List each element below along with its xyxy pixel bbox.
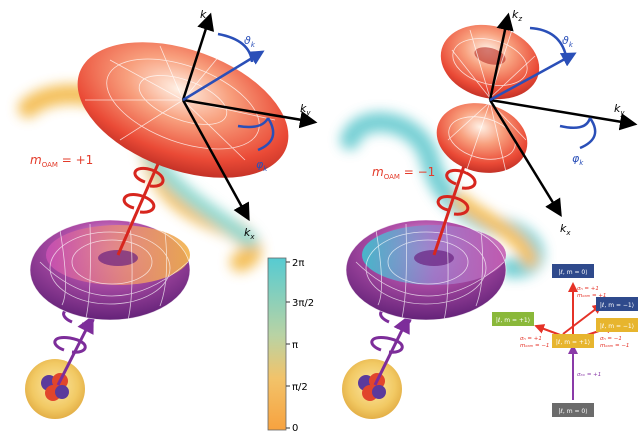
- right-panel: mOAM = −1: [340, 8, 638, 419]
- trans-up-sigma: σₙ = +1: [577, 286, 599, 292]
- level-top-label: |ℓ, m = 0⟩: [558, 269, 587, 276]
- right-phi-label: φk: [572, 152, 584, 167]
- left-red-photon: [116, 144, 168, 256]
- trans-left-sigma: σₙ = +1: [520, 336, 542, 342]
- left-purple-torus: [29, 219, 191, 321]
- trans-bottom-sigma: σₐₓ = +1: [577, 372, 601, 378]
- right-theta-label: ϑk: [562, 34, 574, 49]
- level-bottom-label: |ℓ, m = 0⟩: [558, 408, 587, 415]
- level-bottom-box: [552, 403, 594, 417]
- level-mid-left-label: |ℓ, m = +1⟩: [496, 317, 530, 324]
- trans-right-oam: mₒₐₘ = −1: [600, 343, 629, 349]
- trans-right-sigma: σₙ = −1: [600, 336, 622, 342]
- level-diagram: |ℓ, m = 0⟩ |ℓ, m = −1⟩ |ℓ, m = +1⟩ |ℓ, m…: [492, 264, 638, 417]
- phase-colorbar: 2π 3π/2 π π/2 0: [267, 257, 314, 432]
- level-center-box: [552, 334, 594, 348]
- colorbar-tick-pi2: π/2: [292, 382, 308, 393]
- left-oam-label: mOAM = +1: [30, 153, 93, 169]
- colorbar-tick-3pi2: 3π/2: [292, 298, 314, 309]
- left-ky-label: ky: [300, 102, 311, 117]
- left-theta-label: ϑk: [244, 34, 256, 49]
- right-red-lobe-lower: [436, 101, 528, 173]
- left-red-lobe: [77, 42, 289, 178]
- level-upper-right-box: [596, 297, 638, 311]
- right-red-lobe-upper: [440, 24, 540, 100]
- colorbar-tick-2pi: 2π: [292, 258, 304, 269]
- colorbar-tick-pi: π: [292, 340, 298, 351]
- level-center-label: |ℓ, m = +1⟩: [556, 339, 590, 346]
- right-kx-label: kx: [560, 222, 571, 237]
- right-ky-label: ky: [614, 102, 625, 117]
- left-kx-label: kx: [244, 226, 255, 241]
- right-atom: [342, 359, 402, 419]
- trans-left-oam: mₒₐₘ = −1: [520, 343, 549, 349]
- level-mid-right-box: [596, 318, 638, 332]
- left-kz-label: kz: [200, 8, 210, 23]
- right-oam-label: mOAM = −1: [372, 165, 435, 181]
- left-panel: mOAM = +1 kz: [18, 8, 318, 419]
- level-mid-left-box: [492, 312, 534, 326]
- left-phi-label: φk: [256, 158, 268, 173]
- level-mid-right-label: |ℓ, m = −1⟩: [600, 323, 634, 330]
- level-top-box: [552, 264, 594, 278]
- left-axes: [181, 12, 318, 222]
- trans-up-oam: mₒₐₘ = +1: [577, 293, 606, 299]
- level-upper-right-label: |ℓ, m = −1⟩: [600, 302, 634, 309]
- right-kz-label: kz: [512, 8, 522, 23]
- right-purple-torus: [345, 219, 507, 321]
- left-atom: [25, 359, 85, 419]
- colorbar-tick-0: 0: [292, 423, 298, 432]
- right-axes: [488, 12, 638, 217]
